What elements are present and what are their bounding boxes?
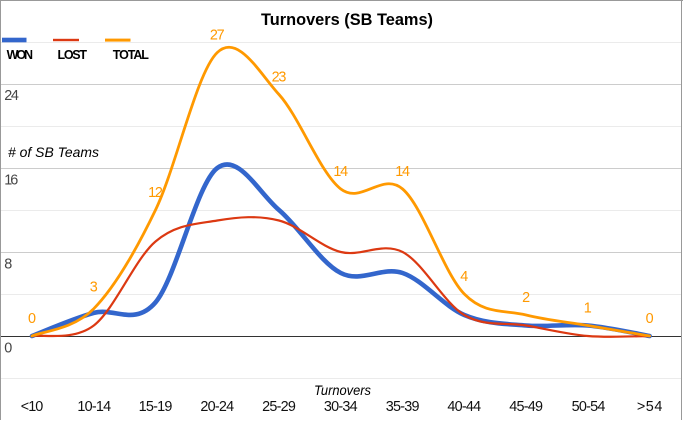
svg-text:8: 8: [4, 256, 12, 272]
svg-text:27: 27: [210, 28, 225, 44]
svg-text:14: 14: [333, 164, 348, 180]
svg-text:16: 16: [4, 173, 18, 189]
svg-text:0: 0: [4, 341, 12, 357]
svg-text:50-54: 50-54: [572, 399, 606, 415]
svg-text:10-14: 10-14: [77, 399, 111, 415]
svg-text:20-24: 20-24: [200, 399, 234, 415]
svg-text:14: 14: [395, 164, 410, 180]
svg-text:LOST: LOST: [58, 48, 88, 62]
svg-text:23: 23: [272, 70, 287, 86]
svg-text:<10: <10: [21, 399, 44, 415]
svg-text:12: 12: [148, 185, 163, 201]
svg-text:25-29: 25-29: [262, 399, 296, 415]
svg-text:0: 0: [646, 311, 654, 327]
svg-text:1: 1: [584, 301, 592, 317]
svg-text:4: 4: [460, 269, 468, 285]
svg-text:3: 3: [90, 280, 98, 296]
svg-text:24: 24: [4, 88, 19, 104]
svg-text:15-19: 15-19: [139, 399, 173, 415]
svg-text:45-49: 45-49: [509, 399, 543, 415]
svg-text:Turnovers (SB Teams): Turnovers (SB Teams): [261, 10, 433, 29]
svg-text:40-44: 40-44: [447, 399, 481, 415]
svg-text:# of SB Teams: # of SB Teams: [8, 144, 99, 160]
svg-text:35-39: 35-39: [386, 399, 420, 415]
svg-text:30-34: 30-34: [324, 399, 358, 415]
svg-text:2: 2: [522, 290, 530, 306]
svg-text:WON: WON: [7, 48, 33, 62]
svg-text:0: 0: [28, 311, 36, 327]
svg-text:Turnovers: Turnovers: [314, 382, 371, 398]
svg-text:>54: >54: [637, 399, 663, 415]
svg-text:TOTAL: TOTAL: [113, 48, 149, 62]
